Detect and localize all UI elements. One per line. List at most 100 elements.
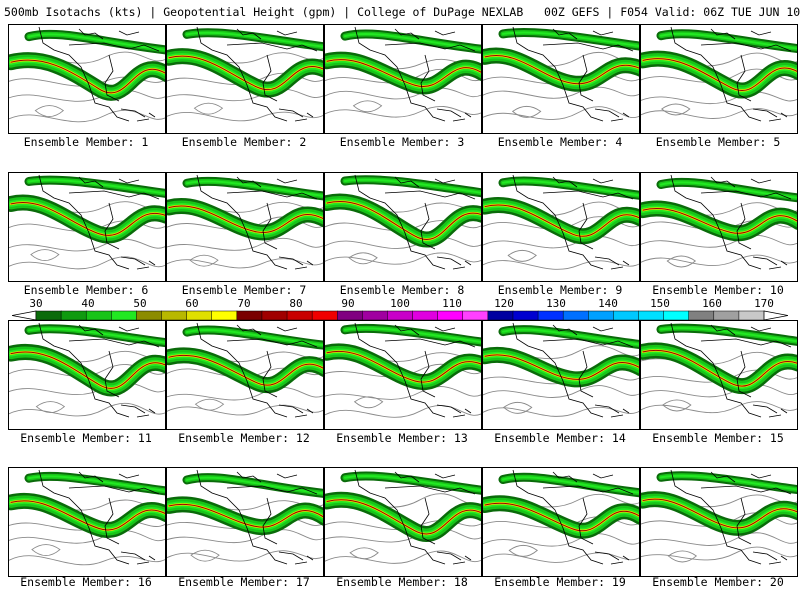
ensemble-map [9,174,165,270]
jet-stream-isotachs [9,29,165,101]
colorbar-swatch [638,310,665,321]
colorbar-tick-label: 90 [341,297,354,310]
colorbar-tick-label: 150 [650,297,670,310]
coastlines [512,469,634,565]
ensemble-map-panel [324,467,482,577]
colorbar-swatch [738,310,765,321]
ensemble-map-panel [640,24,798,134]
colorbar-tick-label: 30 [29,297,42,310]
colorbar-swatch [136,310,163,321]
colorbar-swatch [437,310,464,321]
ensemble-map [325,174,481,270]
coastlines [512,322,634,418]
colorbar-arrow-left [12,310,37,321]
ensemble-member-label: Ensemble Member: 18 [336,575,468,589]
jet-stream-isotachs [167,473,323,536]
ensemble-map [641,322,797,418]
jet-stream-isotachs [483,27,639,92]
colorbar-swatch [261,310,288,321]
ensemble-member-label: Ensemble Member: 20 [652,575,784,589]
colorbar-swatch [688,310,715,321]
ensemble-map [9,322,165,418]
colorbar-swatch [236,310,263,321]
ensemble-member-label: Ensemble Member: 2 [181,135,307,149]
ensemble-member-label: Ensemble Member: 8 [339,283,465,297]
colorbar-swatch [60,310,87,321]
colorbar-tick-label: 140 [598,297,618,310]
colorbar-swatch [336,310,363,321]
ensemble-map [167,322,323,418]
colorbar-swatch [362,310,388,321]
colorbar-swatch [85,310,112,321]
coastlines [196,322,318,418]
coastlines [670,26,792,122]
colorbar-tick-label: 110 [442,297,462,310]
coastlines [670,322,792,418]
ensemble-member-label: Ensemble Member: 14 [494,431,626,445]
ensemble-member-label: Ensemble Member: 7 [181,283,307,297]
jet-stream-isotachs [641,177,797,242]
colorbar-swatch [537,310,564,321]
jet-stream-isotachs [483,325,639,388]
coastlines [354,174,476,270]
ensemble-map-panel [482,172,640,282]
ensemble-member-label: Ensemble Member: 10 [652,283,784,297]
ensemble-map-panel [324,320,482,430]
ensemble-member-label: Ensemble Member: 12 [178,431,310,445]
ensemble-map-panel [8,467,166,577]
colorbar-tick-label: 70 [237,297,250,310]
colorbar-tick-label: 60 [185,297,198,310]
colorbar-tick-label: 50 [133,297,146,310]
ensemble-map-panel [640,320,798,430]
ensemble-member-label: Ensemble Member: 15 [652,431,784,445]
ensemble-map-panel [166,467,324,577]
jet-stream-isotachs [325,29,481,95]
ensemble-map [167,174,323,270]
ensemble-map [483,174,639,270]
jet-stream-isotachs [167,325,323,393]
ensemble-map [641,469,797,565]
ensemble-map-panel [324,172,482,282]
ensemble-member-label: Ensemble Member: 1 [23,135,149,149]
jet-stream-isotachs [641,471,797,536]
jet-stream-isotachs [167,28,323,98]
jet-stream-isotachs [167,176,323,241]
isotach-colorbar: 30 40 50 60 70 80 90 100 110 120 130 140 150 160 170 [12,297,788,321]
coastlines [196,174,318,270]
ensemble-map [641,174,797,270]
jet-stream-isotachs [483,472,639,539]
colorbar-arrow-right [763,310,788,321]
ensemble-map [325,322,481,418]
ensemble-map [483,26,639,122]
coastlines [38,174,160,270]
colorbar-swatch [487,310,514,321]
ensemble-map [483,322,639,418]
ensemble-map-panel [166,320,324,430]
colorbar-tick-label: 120 [494,297,514,310]
coastlines [670,174,792,270]
jet-stream-isotachs [9,175,165,244]
ensemble-map [167,469,323,565]
colorbar-swatch [211,310,238,321]
colorbar-swatch [512,310,539,321]
colorbar-swatch [562,310,589,321]
jet-stream-isotachs [483,176,639,245]
ensemble-map [9,469,165,566]
colorbar-swatch [663,310,690,321]
ensemble-map-panel [166,172,324,282]
colorbar-tick-label: 170 [754,297,774,310]
jet-stream-isotachs [325,471,481,542]
coastlines [670,469,792,565]
ensemble-map-panel [8,24,166,134]
colorbar-swatch [387,310,414,321]
coastlines [196,26,318,122]
colorbar-swatch [35,310,62,321]
colorbar-swatch [613,310,640,321]
colorbar-swatch [286,310,313,321]
ensemble-map [325,26,481,122]
colorbar-swatch [111,310,137,321]
jet-stream-isotachs [641,29,797,99]
coastlines [38,469,160,565]
colorbar-swatch [713,310,740,321]
colorbar-swatch [161,310,188,321]
